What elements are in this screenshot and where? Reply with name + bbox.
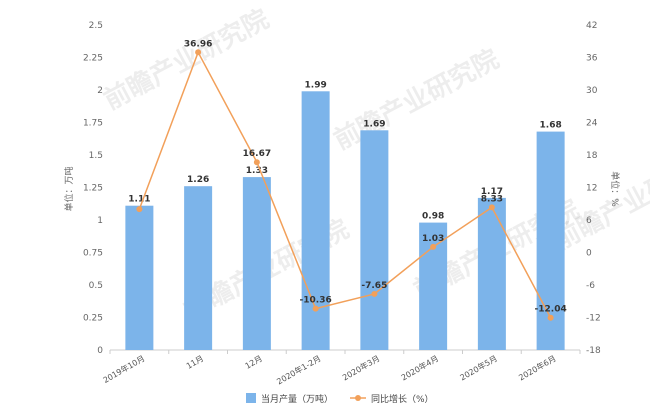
bar-data-label: 1.33	[246, 166, 268, 176]
y-right-tick-label: -18	[586, 346, 601, 356]
line-point[interactable]	[488, 204, 495, 211]
x-axis: 2019年10月 11月 12月 2020年1-2月 2020年3月 2020年4月 202…	[101, 349, 581, 386]
bar[interactable]	[360, 130, 389, 350]
y-left-tick-label: 0.25	[83, 314, 103, 324]
x-tick-label: 11月	[185, 354, 205, 371]
bar[interactable]	[242, 177, 271, 350]
line-data-label: -10.36	[300, 296, 332, 306]
y-right-tick-label: -12	[586, 314, 601, 324]
bar-data-label: 1.17	[481, 187, 503, 197]
line-point[interactable]	[547, 314, 554, 321]
legend-line-label[interactable]: 同比增长（%）	[371, 393, 434, 405]
y-right-tick-label: 36	[586, 54, 598, 64]
y-right-axis: -18 -12 -6 0 6 12 18 24 30 36 42	[586, 21, 601, 356]
y-left-tick-label: 2	[97, 86, 103, 96]
bar-data-label: 1.11	[128, 195, 150, 205]
y-right-tick-label: 6	[586, 216, 592, 226]
y-right-tick-label: 0	[586, 249, 592, 259]
line-path	[138, 50, 552, 319]
x-tick-label: 2020年3月	[340, 353, 381, 382]
y-left-axis-label: 单位：万吨	[63, 166, 75, 211]
bar[interactable]	[536, 131, 565, 350]
y-left-tick-label: 0.75	[83, 249, 103, 259]
x-tick-label: 2020年4月	[399, 353, 440, 382]
y-right-tick-label: 24	[586, 119, 598, 129]
x-tick-label: 2020年1-2月	[275, 353, 323, 386]
x-tick-label: 2019年10月	[101, 353, 146, 385]
legend-bar-label[interactable]: 当月产量（万吨）	[261, 393, 333, 405]
y-right-tick-label: 30	[586, 86, 598, 96]
line-point[interactable]	[312, 305, 319, 312]
watermark-text: 前瞻产业研究院	[99, 3, 274, 116]
legend[interactable]: 当月产量（万吨） 同比增长（%）	[246, 393, 434, 405]
y-right-axis-label: 单位：%	[609, 171, 621, 207]
y-left-tick-label: 1.5	[89, 151, 103, 161]
y-left-tick-label: 0.5	[89, 281, 103, 291]
bar[interactable]	[419, 222, 448, 350]
y-left-tick-label: 2.25	[83, 54, 103, 64]
x-tick-label: 12月	[244, 354, 264, 371]
y-left-tick-label: 1	[97, 216, 103, 226]
line-point[interactable]	[195, 49, 202, 56]
legend-bar-swatch	[246, 393, 256, 403]
bar-data-label: 1.99	[305, 80, 327, 90]
y-left-axis: 0 0.25 0.5 0.75 1 1.25 1.5 1.75 2 2.25 2.5	[83, 21, 103, 356]
legend-line-marker	[355, 395, 361, 401]
y-right-tick-label: 18	[586, 151, 598, 161]
bar-data-label: 1.26	[187, 175, 209, 185]
bar[interactable]	[184, 186, 213, 350]
y-left-tick-label: 0	[97, 346, 103, 356]
bar[interactable]	[125, 205, 154, 350]
bar[interactable]	[477, 197, 506, 350]
y-left-tick-label: 1.25	[83, 184, 103, 194]
line-point[interactable]	[430, 243, 437, 250]
y-right-tick-label: 42	[586, 21, 597, 31]
y-right-tick-label: 12	[586, 184, 597, 194]
y-left-tick-label: 2.5	[89, 21, 103, 31]
line-point[interactable]	[371, 290, 378, 297]
x-tick-label: 2020年5月	[458, 353, 499, 382]
line-series: 36.96 16.67 -10.36 -7.65 1.03 8.33 -12.04	[136, 39, 567, 321]
y-left-tick-label: 1.75	[83, 119, 103, 129]
bar-data-label: 1.68	[540, 121, 562, 131]
bar-data-label: 1.69	[363, 119, 385, 129]
line-data-label: 36.96	[184, 39, 212, 49]
line-point[interactable]	[253, 159, 260, 166]
line-data-label: 1.03	[422, 234, 444, 244]
line-data-label: -7.65	[361, 281, 387, 291]
y-right-tick-label: -6	[586, 281, 595, 291]
bar-data-label: 0.98	[422, 212, 444, 222]
line-data-label: 16.67	[243, 149, 271, 159]
line-data-label: 8.33	[481, 194, 503, 204]
watermark-text: 前瞻产业研究院	[329, 43, 504, 156]
line-point[interactable]	[136, 206, 143, 213]
x-tick-label: 2020年6月	[517, 353, 558, 382]
line-data-label: -12.04	[535, 305, 567, 315]
